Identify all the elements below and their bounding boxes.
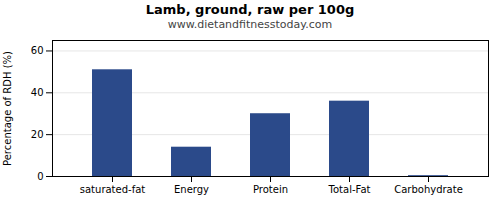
svg-text:Percentage of RDH (%): Percentage of RDH (%): [2, 51, 13, 166]
svg-text:Total-Fat: Total-Fat: [328, 184, 371, 195]
svg-text:40: 40: [31, 87, 44, 98]
svg-text:0: 0: [37, 171, 43, 182]
svg-text:Energy: Energy: [174, 184, 209, 195]
svg-text:20: 20: [31, 129, 44, 140]
html-text:www.dietandfitnesstoday.com: www.dietandfitnesstoday.com: [167, 18, 333, 31]
svg-text:60: 60: [31, 45, 44, 56]
svg-text:saturated-fat: saturated-fat: [80, 184, 146, 195]
html-text:Lamb, ground, raw per 100g: Lamb, ground, raw per 100g: [145, 2, 355, 17]
svg-text:Protein: Protein: [253, 184, 288, 195]
svg-text:Carbohydrate: Carbohydrate: [394, 184, 463, 195]
